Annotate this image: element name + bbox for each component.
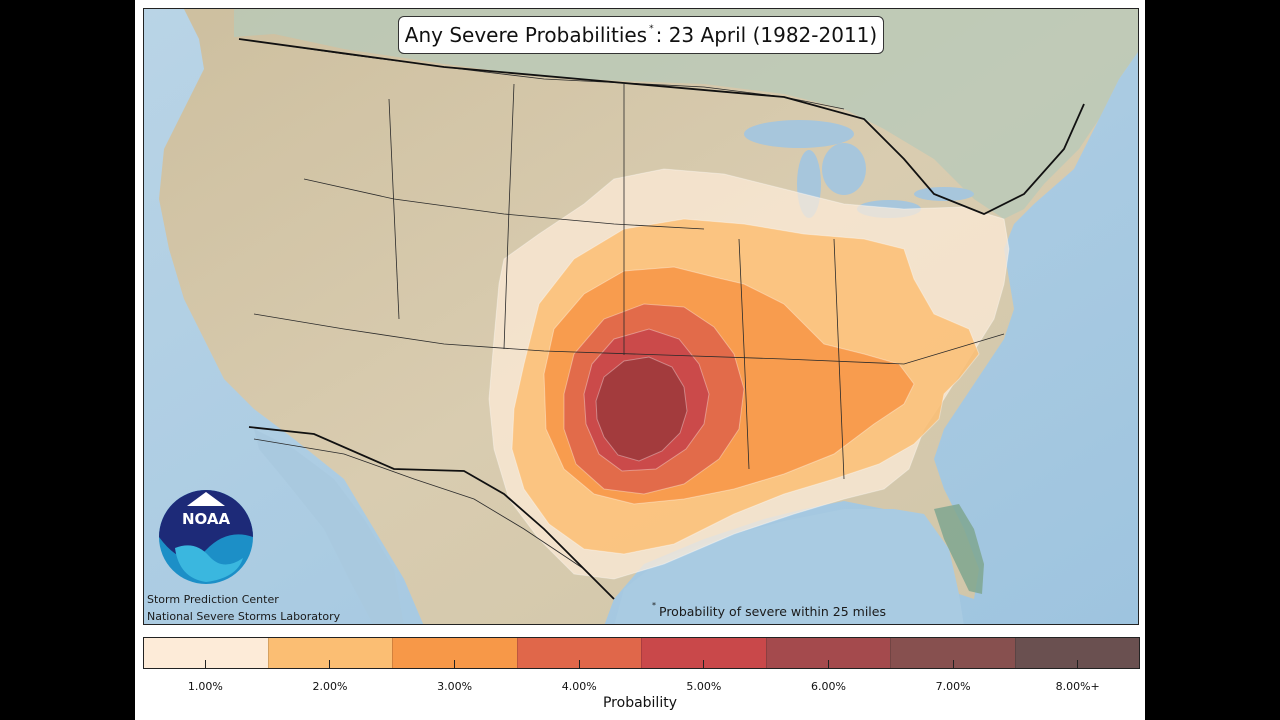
- title-marker: *: [649, 24, 654, 34]
- colorbar-tick-label: 5.00%: [686, 680, 722, 693]
- us-canada-border: [238, 38, 1085, 215]
- canada-region: [234, 9, 1138, 219]
- contour-6pct: [595, 356, 688, 462]
- colorbar-tick: [827, 660, 829, 669]
- colorbar-tick: [578, 660, 580, 669]
- map-title: Any Severe Probabilities * : 23 April (1…: [398, 16, 884, 54]
- gulf-of-california: [254, 429, 404, 624]
- colorbar-tick-label: 8.00%+: [1055, 680, 1100, 693]
- probability-map: [143, 8, 1139, 625]
- colorbar-tick: [952, 660, 954, 669]
- colorbar: [143, 637, 1140, 669]
- us-mexico-border: [248, 426, 615, 600]
- colorbar-segment: [765, 638, 890, 668]
- colorbar-title: Probability: [602, 695, 677, 711]
- footnote-marker: *: [652, 601, 656, 610]
- colorbar-tick-label: 1.00%: [187, 680, 223, 693]
- colorbar-tick-label: 3.00%: [437, 680, 473, 693]
- colorbar-segment: [1014, 638, 1139, 668]
- title-prefix: Any Severe Probabilities: [404, 23, 648, 47]
- colorbar-tick: [703, 660, 705, 669]
- noaa-logo: NOAA: [159, 490, 253, 584]
- colorbar-tick: [329, 660, 331, 669]
- noaa-logo-text: NOAA: [182, 510, 231, 528]
- footnote: * Probability of severe within 25 miles: [652, 601, 886, 620]
- credit-line-1: Storm Prediction Center: [147, 593, 279, 606]
- colorbar-segment: [890, 638, 1015, 668]
- colorbar-tick: [454, 660, 456, 669]
- colorbar-segment: [641, 638, 766, 668]
- colorbar-tick-label: 4.00%: [561, 680, 597, 693]
- title-suffix: : 23 April (1982-2011): [655, 23, 878, 47]
- credit-line-2: National Severe Storms Laboratory: [147, 610, 341, 623]
- gulf-of-mexico: [614, 509, 964, 624]
- colorbar-tick: [1077, 660, 1079, 669]
- footnote-text: Probability of severe within 25 miles: [659, 604, 886, 620]
- colorbar-tick-label: 2.00%: [312, 680, 348, 693]
- colorbar-tick-label: 6.00%: [810, 680, 846, 693]
- florida: [934, 504, 984, 594]
- colorbar-tick: [204, 660, 206, 669]
- colorbar-tick-label: 7.00%: [935, 680, 971, 693]
